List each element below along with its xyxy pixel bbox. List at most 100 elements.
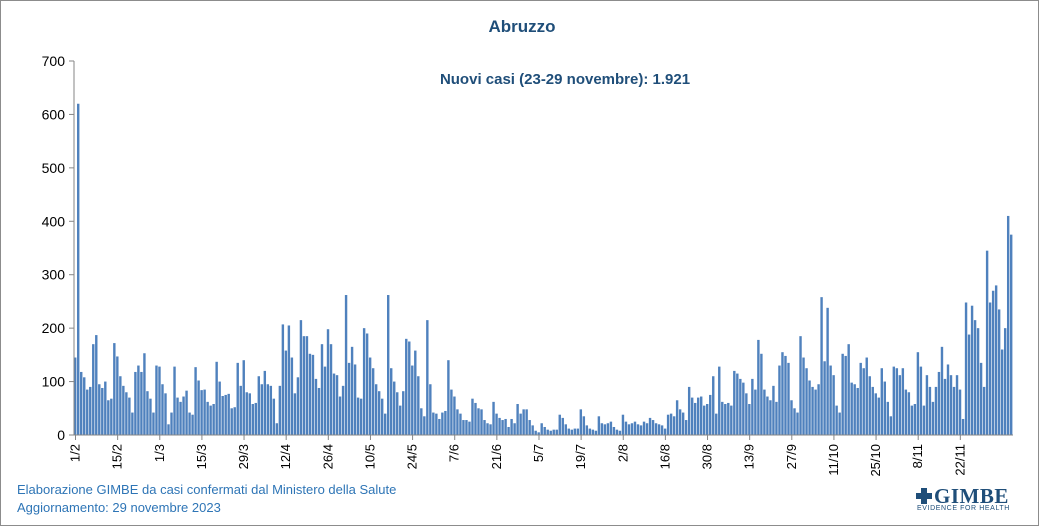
- bar: [299, 320, 303, 435]
- bar: [414, 350, 417, 435]
- bar: [251, 404, 254, 435]
- x-tick-label: 24/5: [405, 444, 420, 469]
- y-tick-label: 400: [42, 213, 66, 229]
- footer-source: Elaborazione GIMBE da casi confermati da…: [17, 482, 397, 497]
- bar: [687, 386, 691, 435]
- x-tick-label: 25/10: [868, 444, 883, 477]
- bar: [483, 420, 486, 435]
- bar: [387, 295, 390, 435]
- bar: [937, 371, 941, 435]
- bar: [558, 414, 561, 435]
- bar: [417, 376, 420, 435]
- x-tick-label: 2/8: [615, 444, 630, 462]
- bar: [892, 366, 896, 435]
- bar: [669, 413, 673, 435]
- bar: [570, 429, 573, 435]
- bar: [757, 339, 760, 435]
- bar: [510, 418, 513, 435]
- bar: [991, 290, 995, 435]
- bar: [603, 424, 607, 435]
- bar: [621, 414, 625, 435]
- bar: [811, 386, 814, 435]
- bar: [86, 389, 89, 435]
- bar: [326, 329, 330, 435]
- bar: [859, 362, 862, 435]
- bar: [471, 398, 474, 435]
- bar: [913, 404, 917, 435]
- bar: [227, 393, 230, 435]
- bar: [287, 325, 291, 435]
- bar: [405, 338, 408, 435]
- x-tick-label: 27/9: [784, 444, 799, 469]
- x-tick-label: 15/3: [194, 444, 209, 469]
- bar: [829, 365, 832, 435]
- bar: [350, 346, 354, 435]
- bar: [116, 356, 119, 435]
- bar: [347, 362, 351, 435]
- x-tick-label: 8/11: [910, 444, 925, 468]
- bar: [176, 397, 179, 435]
- bar: [441, 412, 444, 435]
- bar: [925, 375, 929, 435]
- bar: [173, 366, 176, 435]
- bar: [883, 381, 886, 435]
- bar: [706, 404, 709, 435]
- bar: [591, 429, 595, 435]
- bar: [561, 417, 564, 435]
- x-tick-label: 15/2: [110, 444, 125, 469]
- bar: [194, 367, 197, 435]
- bar: [546, 429, 549, 435]
- bar: [724, 404, 727, 435]
- bar: [149, 398, 152, 435]
- bar: [552, 429, 555, 435]
- bar: [408, 341, 411, 435]
- bar: [368, 357, 372, 435]
- bar: [531, 425, 534, 435]
- bar: [477, 408, 480, 435]
- bar: [393, 381, 396, 435]
- bar: [128, 397, 131, 435]
- bar: [359, 398, 363, 435]
- bar: [895, 368, 899, 435]
- bar: [522, 409, 525, 435]
- bar: [564, 424, 567, 435]
- bar: [862, 368, 865, 435]
- bar: [338, 396, 342, 435]
- bar: [245, 392, 248, 435]
- bar: [624, 421, 628, 435]
- bar: [122, 385, 125, 435]
- bar: [970, 305, 974, 435]
- bar: [371, 368, 375, 435]
- bar: [994, 285, 998, 435]
- x-tick-label: 5/7: [531, 444, 546, 462]
- bar: [660, 425, 664, 435]
- bar: [889, 416, 893, 435]
- bar: [200, 390, 203, 435]
- bar: [383, 413, 387, 435]
- bar: [787, 362, 790, 435]
- bar: [567, 428, 570, 435]
- bar: [293, 393, 297, 435]
- bar: [910, 405, 914, 435]
- bar: [856, 387, 859, 435]
- bar: [158, 366, 161, 435]
- bar: [426, 320, 429, 435]
- bar: [588, 428, 592, 435]
- bar: [769, 400, 772, 435]
- bar: [772, 385, 775, 435]
- bar: [438, 418, 441, 435]
- bar: [681, 412, 685, 435]
- bar: [868, 376, 871, 435]
- bar: [447, 360, 450, 435]
- bar: [197, 380, 200, 435]
- bar: [257, 376, 260, 435]
- bar: [83, 377, 86, 435]
- bar: [657, 424, 661, 435]
- bar: [645, 423, 649, 435]
- bar: [775, 401, 778, 435]
- bar: [790, 400, 793, 435]
- bar: [964, 302, 968, 435]
- x-tick-label: 26/4: [320, 444, 335, 469]
- bar: [838, 412, 841, 435]
